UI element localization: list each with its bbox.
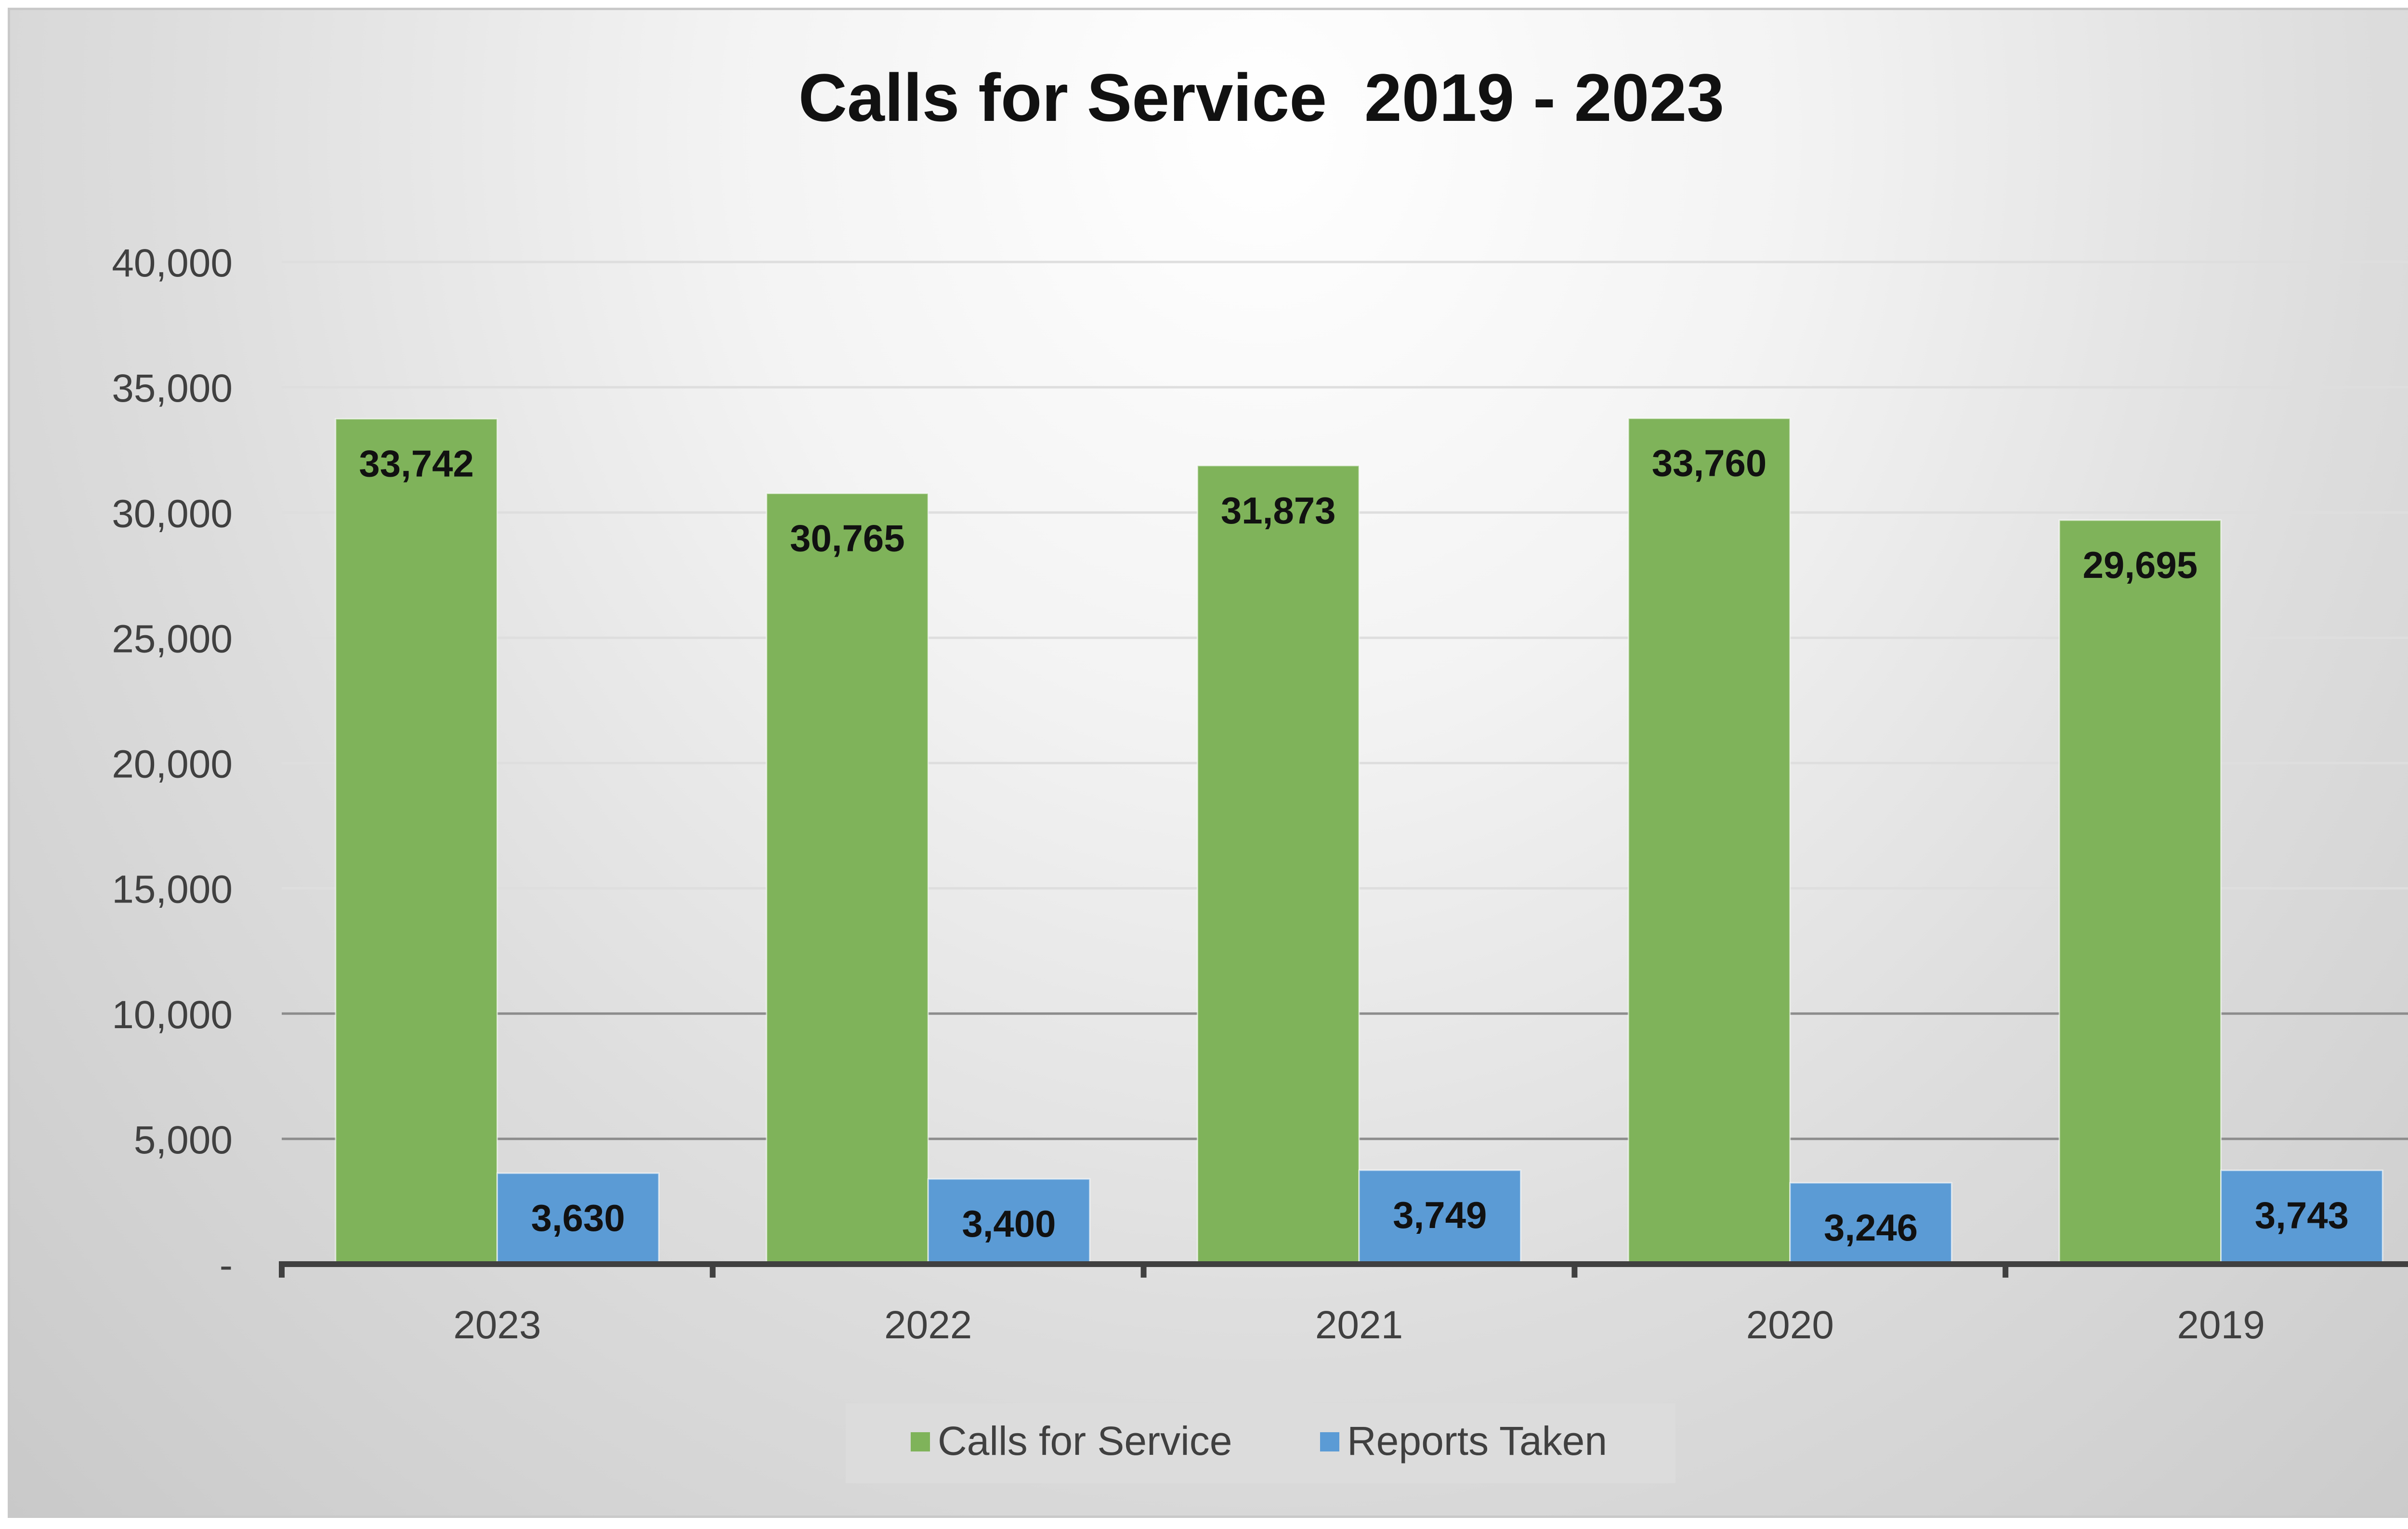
data-label: 33,742 (359, 443, 474, 485)
bar (766, 492, 929, 1265)
x-tick-label: 2022 (884, 1303, 972, 1347)
bar (2220, 1169, 2383, 1265)
data-label: 29,695 (2083, 544, 2198, 586)
bar (1196, 465, 1360, 1265)
legend-swatch (1320, 1432, 1339, 1451)
bar (496, 1172, 660, 1265)
y-tick-label: 10,000 (112, 993, 233, 1037)
x-tick-label: 2019 (2177, 1303, 2264, 1347)
y-tick-label: 15,000 (112, 868, 233, 912)
bar (335, 418, 498, 1265)
y-tick-label: 40,000 (112, 241, 233, 285)
chart-frame: Calls for Service 2019 - 2023 - 5,000 10,0… (8, 8, 2408, 1518)
x-tick-label: 2021 (1315, 1303, 1403, 1347)
x-tick-label: 2020 (1746, 1303, 1834, 1347)
data-label: 3,749 (1393, 1194, 1487, 1236)
data-label: 30,765 (790, 517, 905, 559)
legend-swatch (911, 1432, 930, 1451)
data-label: 33,760 (1652, 442, 1767, 484)
y-tick-label: - (220, 1243, 233, 1287)
chart-title: Calls for Service 2019 - 2023 (798, 60, 1724, 135)
x-tick-label: 2023 (453, 1303, 541, 1347)
bar (1358, 1169, 1522, 1265)
bar (1789, 1182, 1952, 1265)
data-labels: 33,742 3,630 30,765 3,400 31,873 3,749 33,760 3… (359, 442, 2349, 1249)
y-tick-label: 35,000 (112, 366, 233, 410)
data-label: 3,630 (531, 1197, 625, 1239)
legend-box (846, 1403, 1675, 1483)
y-tick-label: 30,000 (112, 492, 233, 536)
y-tick-label: 25,000 (112, 617, 233, 661)
legend-label: Calls for Service (938, 1418, 1232, 1464)
x-axis: 2023 2022 2021 2020 2019 (279, 1261, 2408, 1347)
y-axis-ticks: - 5,000 10,000 15,000 20,000 25,000 30,000 35,0… (112, 241, 233, 1287)
data-label: 3,400 (962, 1202, 1056, 1245)
y-tick-label: 20,000 (112, 743, 233, 786)
data-label: 3,743 (2255, 1194, 2349, 1236)
bar-chart: Calls for Service 2019 - 2023 - 5,000 10,0… (112, 60, 2408, 1483)
bar (1627, 418, 1791, 1265)
data-label: 3,246 (1824, 1206, 1918, 1249)
data-label: 31,873 (1221, 489, 1336, 532)
y-tick-label: 5,000 (134, 1118, 233, 1162)
bars (335, 418, 2383, 1265)
bar (2058, 519, 2222, 1265)
bar (927, 1178, 1091, 1265)
legend: Calls for Service Reports Taken (846, 1403, 1675, 1483)
legend-label: Reports Taken (1347, 1418, 1607, 1464)
